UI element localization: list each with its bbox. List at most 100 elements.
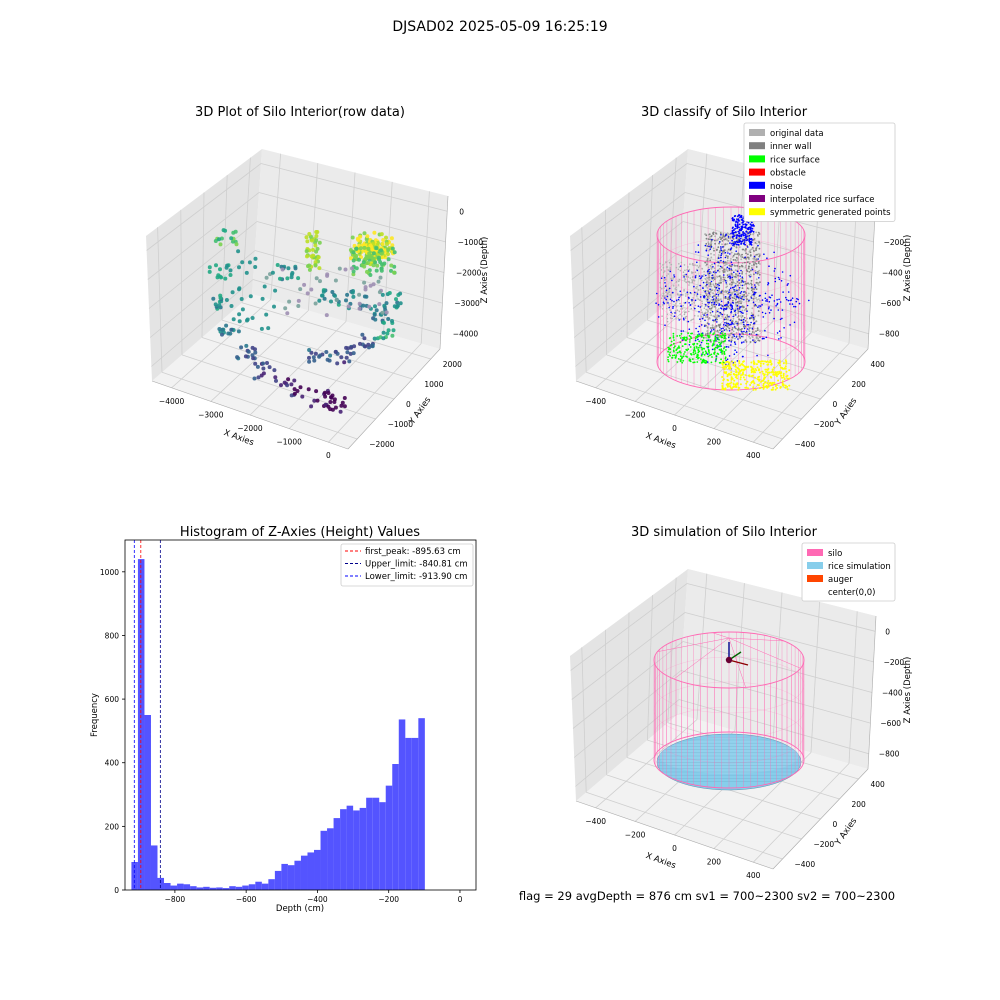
silo-ring: [653, 706, 805, 764]
data-point: [732, 259, 735, 261]
data-point: [717, 246, 720, 249]
data-point: [752, 360, 755, 363]
grid-line: [151, 279, 254, 367]
data-point: [745, 300, 748, 303]
data-point: [724, 339, 726, 342]
data-point: [740, 315, 742, 317]
data-point: [712, 271, 715, 273]
data-point: [698, 265, 701, 267]
data-point: [733, 335, 736, 338]
data-point: [727, 255, 729, 258]
data-point: [736, 377, 739, 380]
data-point: [706, 353, 709, 355]
histogram-bar: [209, 887, 217, 890]
data-point: [775, 374, 778, 377]
data-point: [734, 383, 737, 386]
data-point: [718, 315, 720, 317]
grid-line: [572, 221, 684, 309]
data-point: [710, 314, 712, 316]
data-point: [747, 253, 749, 256]
data-point: [357, 292, 362, 297]
data-point: [740, 316, 743, 319]
data-point: [662, 301, 665, 304]
data-point: [757, 284, 760, 287]
legend-label: auger: [828, 575, 853, 585]
data-point: [752, 386, 755, 389]
data-point: [723, 371, 726, 374]
data-point: [721, 332, 723, 335]
data-point: [766, 382, 769, 385]
data-point: [729, 260, 732, 262]
data-point: [744, 223, 747, 226]
data-point: [751, 264, 753, 267]
data-point: [752, 326, 755, 328]
data-point: [374, 246, 379, 251]
tick-label: −800: [165, 895, 186, 904]
data-point: [715, 325, 718, 327]
data-point: [794, 305, 797, 308]
data-point: [717, 270, 719, 272]
data-point: [758, 368, 760, 371]
data-point: [793, 305, 795, 308]
data-point: [679, 295, 682, 298]
data-point: [693, 314, 696, 317]
histogram-bar: [274, 870, 282, 890]
data-point: [671, 312, 673, 315]
data-point: [742, 248, 745, 251]
data-point: [764, 360, 766, 363]
data-point: [670, 296, 673, 299]
data-point: [683, 353, 685, 355]
data-point: [675, 299, 678, 302]
histogram-bar: [307, 852, 314, 890]
data-point: [722, 309, 725, 311]
data-point: [726, 232, 729, 235]
data-point: [741, 315, 744, 317]
data-point: [373, 304, 377, 309]
histogram-bar: [137, 559, 145, 890]
data-point: [374, 268, 379, 273]
data-point: [740, 255, 742, 258]
data-point: [703, 307, 706, 310]
data-point: [745, 292, 747, 294]
data-point: [696, 264, 698, 267]
data-point: [731, 307, 734, 310]
data-point: [747, 232, 750, 235]
data-point: [789, 324, 791, 326]
data-point: [669, 298, 672, 301]
data-point: [377, 302, 382, 307]
data-point: [659, 281, 661, 284]
data-point: [706, 361, 709, 363]
x-axis-label: X Axies: [644, 851, 677, 871]
data-point: [740, 269, 742, 272]
data-point: [767, 307, 770, 310]
grid-line: [258, 192, 446, 243]
data-point: [675, 355, 677, 358]
silo-lid-spoke: [657, 637, 730, 652]
data-point: [339, 403, 344, 408]
histogram-bars: [131, 559, 425, 890]
data-point: [721, 353, 723, 355]
data-point: [774, 277, 777, 280]
data-point: [697, 305, 700, 308]
data-point: [755, 304, 758, 307]
tick-label: 0: [114, 886, 119, 895]
data-point: [707, 272, 710, 275]
data-point: [682, 317, 685, 320]
data-point: [777, 276, 780, 279]
data-point: [788, 369, 791, 372]
data-point: [737, 261, 740, 264]
data-point: [289, 272, 294, 277]
data-point: [713, 239, 716, 242]
silo-lid-spoke: [673, 637, 730, 680]
data-point: [727, 336, 730, 339]
tick-label: −800: [879, 750, 900, 759]
data-point: [715, 249, 718, 252]
data-point: [361, 260, 366, 265]
data-point: [721, 305, 723, 307]
histogram-bar: [248, 884, 256, 890]
data-point: [741, 305, 744, 308]
data-point: [671, 317, 673, 320]
data-point: [694, 304, 697, 307]
data-point: [773, 317, 775, 320]
